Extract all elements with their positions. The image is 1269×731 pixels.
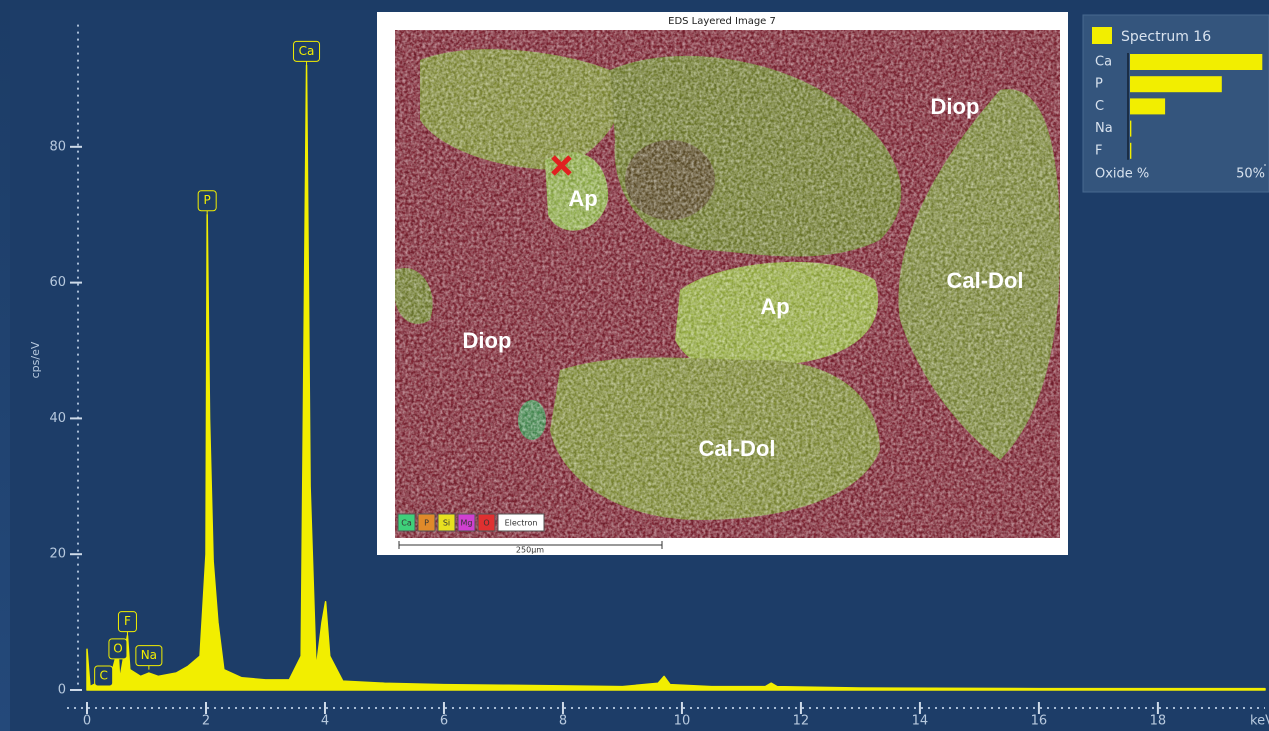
legend-label: Spectrum 16 [1121, 29, 1211, 45]
peak-label: P [204, 193, 211, 207]
element-label: Electron [505, 519, 538, 528]
x-tick-label: 16 [1031, 714, 1048, 729]
x-axis-label: keV [1250, 714, 1269, 729]
bar [1130, 98, 1165, 114]
phase-label: Ap [760, 294, 789, 319]
bar [1130, 76, 1222, 92]
phase-label: Cal-Dol [947, 268, 1024, 293]
element-label: O [483, 519, 489, 528]
bar [1130, 121, 1131, 137]
bar-category: F [1095, 143, 1102, 158]
y-tick-label: 60 [49, 275, 66, 290]
bar [1130, 143, 1131, 159]
peak-label: Na [141, 648, 157, 662]
element-label: Mg [461, 519, 473, 528]
x-tick-label: 18 [1150, 714, 1167, 729]
y-tick-label: 20 [49, 547, 66, 562]
bar-category: Ca [1095, 55, 1112, 70]
y-axis-label: cps/eV [29, 341, 42, 378]
phase-label: Diop [931, 94, 980, 119]
bar-axis-label: Oxide % [1095, 167, 1149, 182]
page: {"chart_data": [ {"type": "area", "x": [… [0, 0, 1269, 731]
y-tick-label: 0 [58, 683, 66, 698]
inset-image: EDS Layered Image 7 Diop Ap Diop Ap Cal-Dol C… [377, 12, 1068, 555]
x-tick-label: 8 [559, 714, 567, 729]
x-tick-label: 0 [83, 714, 91, 729]
x-tick-label: 10 [674, 714, 691, 729]
bar-category: P [1095, 77, 1103, 92]
inset-title: EDS Layered Image 7 [668, 16, 776, 27]
peak-label: O [113, 641, 122, 655]
element-label: P [424, 519, 429, 528]
phase-label: Cal-Dol [699, 436, 776, 461]
bar-category: C [1095, 99, 1104, 114]
element-label: Ca [401, 519, 412, 528]
phase-label: Diop [463, 328, 512, 353]
bar [1130, 54, 1262, 70]
y-tick-label: 80 [49, 139, 66, 154]
x-tick-label: 12 [793, 714, 810, 729]
scale-label: 250µm [516, 546, 544, 555]
y-tick-label: 40 [49, 411, 66, 426]
bar-tick-label: 50% [1236, 167, 1265, 182]
peak-label: C [99, 669, 107, 683]
x-tick-label: 6 [440, 714, 448, 729]
x-tick-label: 14 [912, 714, 929, 729]
x-tick-label: 4 [321, 714, 329, 729]
bar-category: Na [1095, 121, 1113, 136]
x-tick-label: 2 [202, 714, 210, 729]
peak-label: F [124, 614, 131, 628]
screen: EDS Layered Image 7 Diop Ap Diop Ap Cal-Dol C… [0, 0, 1269, 731]
legend-swatch [1092, 27, 1112, 44]
peak-label: Ca [299, 44, 315, 58]
element-label: Si [443, 519, 450, 528]
phase-label: Ap [568, 186, 597, 211]
